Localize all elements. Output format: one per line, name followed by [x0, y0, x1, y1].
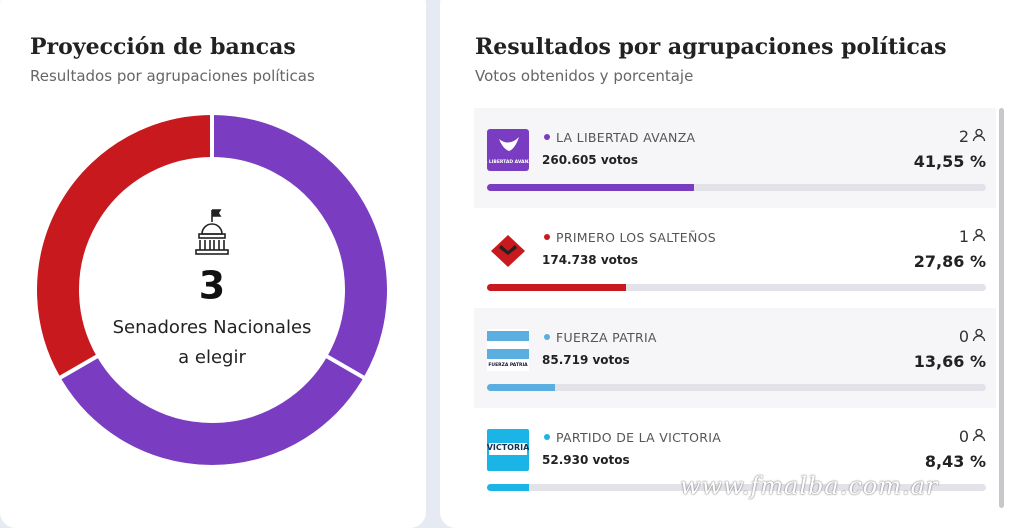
card-subtitle: Votos obtenidos y porcentaje [475, 67, 694, 85]
party-name: PARTIDO DE LA VICTORIA [544, 430, 721, 445]
person-icon [972, 128, 986, 142]
seat-count: 0 [958, 427, 969, 446]
party-votes: 260.605 votos [542, 153, 639, 167]
party-percent: 27,86 % [913, 252, 986, 271]
progress-bar [487, 284, 627, 291]
party-seats: 0 [959, 327, 986, 346]
total-seats: 3 [199, 264, 225, 308]
seat-donut: 3 Senadores Nacionales a elegir [37, 112, 387, 465]
party-dot [544, 434, 550, 440]
party-logo: VICTORIA [487, 429, 529, 471]
logo-text: FUERZA PATRIA [488, 362, 528, 368]
person-icon [972, 428, 986, 442]
seat-segment [211, 115, 387, 378]
progress-bar [487, 184, 695, 191]
seat-count: 0 [958, 327, 969, 346]
progress-bar [487, 484, 530, 491]
party-row: FUERZA PATRIA FUERZA PATRIA 85.719 votos 0 1… [474, 308, 996, 408]
party-name-text: FUERZA PATRIA [556, 330, 657, 345]
seats-card: Proyección de bancas Resultados por agru… [0, 0, 426, 528]
party-name-text: LA LIBERTAD AVANZA [556, 130, 696, 145]
segment-gap [323, 353, 368, 381]
party-seats: 2 [959, 127, 986, 146]
person-icon [972, 328, 986, 342]
card-title: Resultados por agrupaciones políticas [475, 34, 947, 60]
progress-track [487, 184, 986, 191]
progress-track [487, 284, 986, 291]
results-card: Resultados por agrupaciones políticas Vo… [440, 0, 1024, 528]
party-logo [491, 235, 525, 267]
party-logo: FUERZA PATRIA [487, 329, 529, 371]
party-row: LA LIBERTAD AVANZA LA LIBERTAD AVANZA 260.… [474, 108, 996, 208]
party-name: FUERZA PATRIA [544, 330, 657, 345]
party-votes: 52.930 votos [542, 453, 630, 467]
party-row: VICTORIA PARTIDO DE LA VICTORIA 52.930 vot… [474, 408, 996, 508]
person-icon [972, 228, 986, 242]
party-row: PRIMERO LOS SALTEÑOS 174.738 votos 1 27,86 … [474, 208, 996, 308]
seat-count: 2 [958, 127, 969, 146]
party-votes: 174.738 votos [542, 253, 639, 267]
logo-text: LA LIBERTAD AVANZA [487, 159, 529, 165]
party-percent: 41,55 % [913, 152, 986, 171]
progress-track [487, 484, 986, 491]
party-percent: 13,66 % [913, 352, 986, 371]
party-name: PRIMERO LOS SALTEÑOS [544, 230, 716, 245]
logo-text: VICTORIA [487, 443, 529, 452]
party-dot [544, 234, 550, 240]
segment-gap [56, 353, 101, 381]
party-logo: LA LIBERTAD AVANZA [487, 129, 529, 171]
watermark: www.fmalba.com.ar [680, 472, 939, 500]
caption: Senadores Nacionales [113, 317, 312, 338]
party-dot [544, 334, 550, 340]
party-name-text: PARTIDO DE LA VICTORIA [556, 430, 722, 445]
caption: a elegir [178, 347, 246, 368]
party-seats: 1 [959, 227, 986, 246]
capitol-icon [195, 209, 229, 255]
party-name-text: PRIMERO LOS SALTEÑOS [556, 230, 716, 245]
seat-count: 1 [958, 227, 969, 246]
scrollbar[interactable] [999, 108, 1004, 508]
card-subtitle: Resultados por agrupaciones políticas [30, 67, 315, 85]
party-name: LA LIBERTAD AVANZA [544, 130, 695, 145]
card-title: Proyección de bancas [30, 34, 296, 60]
party-seats: 0 [959, 427, 986, 446]
seat-segment [37, 115, 213, 378]
progress-track [487, 384, 986, 391]
party-percent: 8,43 % [924, 452, 986, 471]
party-dot [544, 134, 550, 140]
progress-bar [487, 384, 556, 391]
party-votes: 85.719 votos [542, 353, 630, 367]
seat-segment [60, 356, 364, 465]
